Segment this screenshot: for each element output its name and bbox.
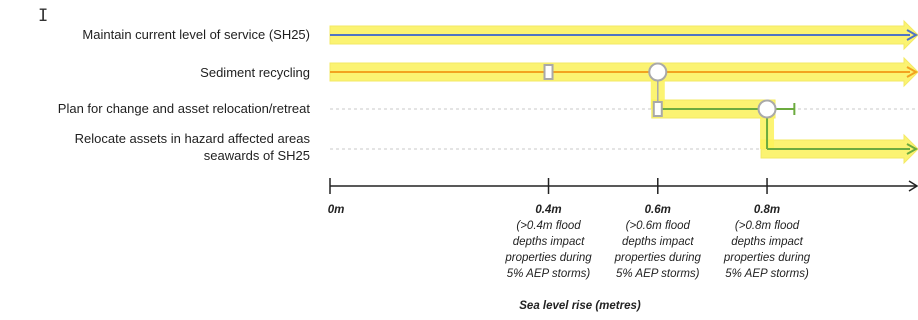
row-label-sediment: Sediment recycling [200,65,310,80]
pathway-sediment-head [906,66,918,78]
row-label-relocate: Relocate assets in hazard affected areas… [74,131,310,163]
transfer-point-circle [648,62,668,82]
tick-value: 0.8m [753,204,781,216]
axis-title: Sea level rise (metres) [519,300,641,312]
pathway-sh25-head [906,29,918,41]
tick-value: 0m [327,204,345,216]
axis-tick-label: 0.6m (>0.6m flood depths impact propertie… [598,202,718,282]
axis-tick-label: 0m [276,202,396,218]
row-label-sh25: Maintain current level of service (SH25) [82,27,310,42]
axis-tick-label: 0.8m (>0.8m flood depths impact propertie… [707,202,827,282]
pathway-relocate-head [906,143,918,155]
x-axis-arrowhead [908,180,918,192]
tick-description: (>0.8m flood depths impact properties du… [723,220,811,280]
row-label-plan: Plan for change and asset relocation/ret… [57,101,310,116]
axis-tick-label: 0.4m (>0.4m flood depths impact propertie… [489,202,609,282]
tick-value: 0.4m [535,204,562,216]
decision-point-square [652,101,663,117]
tick-description: (>0.6m flood depths impact properties du… [614,220,701,280]
decision-point-square [543,64,554,80]
tick-value: 0.6m [644,204,671,216]
tick-description: (>0.4m flood depths impact properties du… [505,220,592,280]
transfer-point-circle [757,99,777,119]
text-cursor-icon: I [38,6,49,26]
